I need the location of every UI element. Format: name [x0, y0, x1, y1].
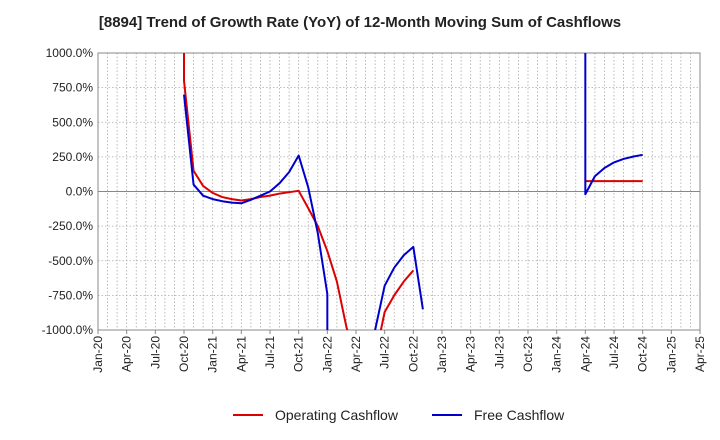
- x-tick-label: Oct-20: [177, 336, 191, 372]
- x-tick-label: Oct-21: [292, 336, 306, 372]
- x-tick-label: Oct-23: [521, 336, 535, 372]
- x-tick-label: Jul-21: [263, 336, 277, 369]
- legend-label-operating-cashflow: Operating Cashflow: [275, 407, 399, 423]
- y-tick-label: -250.0%: [48, 219, 93, 233]
- x-tick-label: Jan-23: [435, 336, 449, 373]
- x-tick-label: Apr-20: [120, 336, 134, 372]
- x-tick-label: Oct-22: [406, 336, 420, 372]
- x-tick-label: Jul-23: [492, 336, 506, 369]
- series-line-operating-cashflow: [183, 53, 349, 330]
- series-lines: [183, 53, 643, 330]
- legend-label-free-cashflow: Free Cashflow: [474, 407, 565, 423]
- x-tick-label: Jan-20: [91, 336, 105, 373]
- series-line-free-cashflow: [584, 53, 643, 196]
- x-tick-labels: Jan-20 Apr-20 Jul-20 Oct-20 Jan-21 Apr-21 Jul-…: [91, 330, 707, 373]
- x-tick-label: Jul-20: [148, 336, 162, 369]
- y-tick-label: 1000.0%: [46, 46, 94, 60]
- plot-border: [97, 52, 701, 331]
- x-tick-label: Apr-24: [578, 336, 592, 372]
- x-tick-label: Apr-25: [693, 336, 707, 372]
- x-tick-label: Apr-21: [234, 336, 248, 372]
- x-tick-label: Jan-22: [320, 336, 334, 373]
- y-tick-label: -1000.0%: [42, 323, 94, 337]
- y-tick-label: 0.0%: [66, 185, 94, 199]
- y-tick-label: -750.0%: [48, 288, 93, 302]
- y-tick-labels: 1000.0% 750.0% 500.0% 250.0% 0.0% -250.0% -500…: [42, 46, 94, 337]
- y-tick-label: 750.0%: [52, 81, 93, 95]
- y-tick-label: 500.0%: [52, 115, 93, 129]
- x-tick-label: Jul-22: [378, 336, 392, 369]
- x-tick-label: Jan-21: [206, 336, 220, 373]
- x-tick-label: Oct-24: [636, 336, 650, 372]
- x-tick-label: Jan-25: [664, 336, 678, 373]
- chart-title: [8894] Trend of Growth Rate (YoY) of 12-…: [98, 14, 622, 31]
- x-tick-label: Jan-24: [550, 336, 564, 373]
- y-tick-label: -500.0%: [48, 254, 93, 268]
- x-tick-label: Apr-23: [464, 336, 478, 372]
- x-tick-label: Apr-22: [349, 336, 363, 372]
- legend: Operating Cashflow Free Cashflow: [233, 407, 565, 423]
- x-tick-label: Jul-24: [607, 336, 621, 369]
- y-tick-label: 250.0%: [52, 150, 93, 164]
